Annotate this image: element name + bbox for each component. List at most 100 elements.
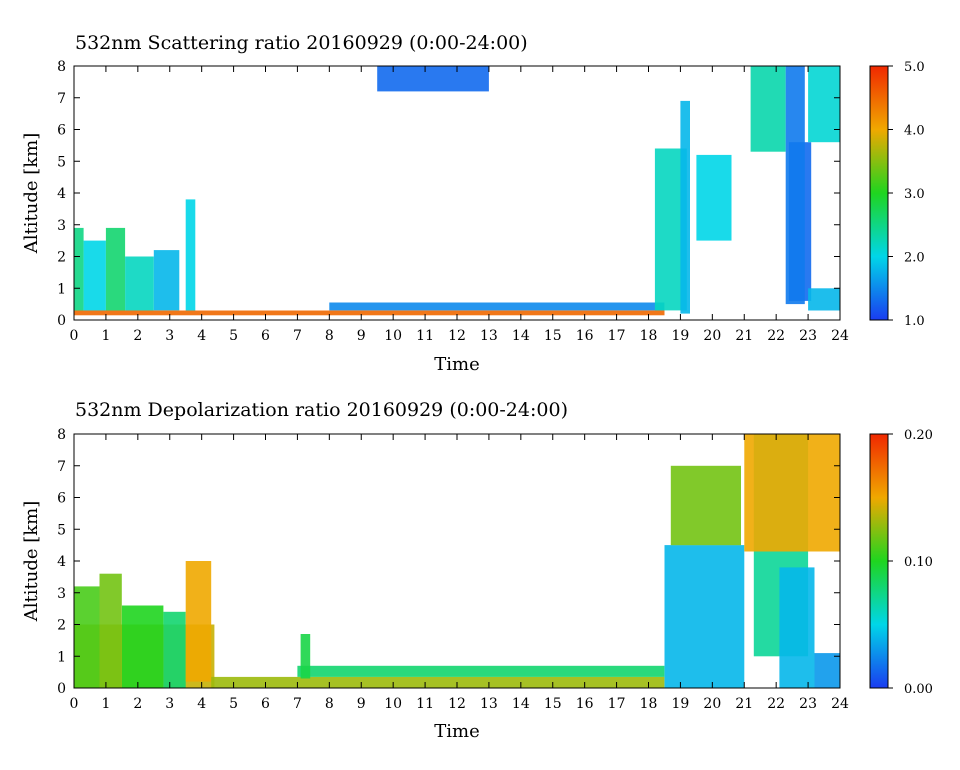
depolarization-ratio-cell-4 [163, 611, 186, 688]
scattering-ratio-x-tick-label: 22 [767, 328, 785, 344]
depolarization-ratio-y-tick-label: 6 [57, 491, 66, 507]
scattering-ratio-x-tick-label: 20 [703, 328, 721, 344]
scattering-ratio-cell-7 [329, 302, 665, 311]
scattering-ratio-y-tick-label: 1 [57, 281, 66, 297]
scattering-ratio-cell-2 [105, 227, 126, 311]
depolarization-ratio-cell-7 [297, 665, 665, 677]
scattering-ratio-cell-0 [74, 227, 84, 311]
scattering-ratio-colorbar-tick-label: 3.0 [904, 187, 925, 202]
depolarization-ratio-x-tick-label: 6 [261, 696, 270, 712]
depolarization-ratio-cell-9 [664, 545, 745, 688]
scattering-ratio-x-tick-label: 10 [384, 328, 402, 344]
depolarization-ratio-y-tick-label: 3 [57, 586, 66, 602]
depolarization-ratio-x-tick-label: 23 [799, 696, 817, 712]
scattering-ratio-cells [74, 66, 840, 316]
depolarization-ratio-x-tick-label: 12 [448, 696, 466, 712]
depolarization-ratio-x-tick-label: 1 [101, 696, 110, 712]
depolarization-ratio-cell-12 [744, 434, 841, 552]
depolarization-ratio-x-tick-label: 21 [735, 696, 753, 712]
scattering-ratio-x-tick-label: 7 [293, 328, 302, 344]
depolarization-ratio-x-tick-label: 11 [416, 696, 434, 712]
scattering-ratio-colorbar-tick-label: 2.0 [904, 251, 925, 266]
scattering-ratio-x-tick-label: 18 [640, 328, 658, 344]
scattering-ratio-colorbar-ticks: 1.0 2.0 3.0 4.0 5.0 [888, 60, 925, 329]
scattering-ratio-y-tick-label: 0 [57, 313, 66, 329]
scattering-ratio-x-tick-label: 16 [576, 328, 594, 344]
scattering-ratio-panel: 532nm Scattering ratio 20160929 (0:00-24… [21, 32, 925, 375]
depolarization-ratio-x-tick-label: 20 [703, 696, 721, 712]
scattering-ratio-colorbar [869, 65, 889, 321]
scattering-ratio-x-tick-label: 14 [512, 328, 530, 344]
scattering-ratio-y-tick-label: 5 [57, 154, 66, 170]
scattering-ratio-x-tick-label: 1 [101, 328, 110, 344]
depolarization-ratio-x-label: Time [434, 721, 479, 742]
depolarization-ratio-cell-1 [74, 586, 100, 688]
depolarization-ratio-y-tick-label: 8 [57, 427, 66, 443]
scattering-ratio-x-tick-label: 17 [608, 328, 626, 344]
depolarization-ratio-colorbar-ticks: 0.00 0.10 0.20 [888, 428, 933, 697]
depolarization-ratio-y-tick-label: 2 [57, 618, 66, 634]
depolarization-ratio-cell-14 [814, 653, 840, 688]
scattering-ratio-y-tick-label: 2 [57, 250, 66, 266]
scattering-ratio-x-tick-label: 23 [799, 328, 817, 344]
depolarization-ratio-x-tick-label: 8 [325, 696, 334, 712]
depolarization-ratio-cell-10 [670, 465, 741, 546]
depolarization-ratio-y-ticks: 0 1 2 3 4 5 6 7 8 [57, 427, 840, 697]
depolarization-ratio-colorbar-tick-label: 0.00 [904, 682, 933, 697]
scattering-ratio-x-tick-label: 4 [197, 328, 206, 344]
scattering-ratio-y-ticks: 0 1 2 3 4 5 6 7 8 [57, 59, 840, 329]
depolarization-ratio-y-tick-label: 7 [57, 459, 66, 475]
depolarization-ratio-cell-2 [99, 573, 122, 688]
depolarization-ratio-cell-6 [211, 676, 665, 688]
depolarization-ratio-panel: 532nm Depolarization ratio 20160929 (0:0… [21, 399, 933, 742]
scattering-ratio-x-tick-label: 11 [416, 328, 434, 344]
scattering-ratio-cell-10 [680, 100, 690, 314]
scattering-ratio-x-tick-label: 2 [133, 328, 142, 344]
scattering-ratio-cell-14 [808, 66, 840, 143]
depolarization-ratio-x-tick-label: 13 [480, 696, 498, 712]
depolarization-ratio-cell-8 [300, 634, 311, 679]
scattering-ratio-x-ticks: 0 1 2 3 4 5 6 7 8 9 10 11 12 13 14 15 16 17 18 19 20 21 22 23 24 [70, 66, 849, 344]
scattering-ratio-cell-16 [377, 66, 489, 92]
scattering-ratio-y-tick-label: 3 [57, 218, 66, 234]
scattering-ratio-colorbar-tick-label: 1.0 [904, 314, 925, 329]
depolarization-ratio-cell-5 [185, 561, 212, 682]
scattering-ratio-cell-4 [153, 250, 180, 311]
scattering-ratio-cell-15 [808, 288, 840, 311]
scattering-ratio-y-tick-label: 8 [57, 59, 66, 75]
scattering-ratio-x-tick-label: 15 [544, 328, 562, 344]
scattering-ratio-colorbar-tick-label: 4.0 [904, 124, 925, 139]
depolarization-ratio-x-tick-label: 15 [544, 696, 562, 712]
scattering-ratio-x-tick-label: 19 [672, 328, 690, 344]
depolarization-ratio-x-tick-label: 17 [608, 696, 626, 712]
depolarization-ratio-x-tick-label: 19 [672, 696, 690, 712]
scattering-ratio-x-tick-label: 3 [165, 328, 174, 344]
depolarization-ratio-x-tick-label: 0 [70, 696, 79, 712]
scattering-ratio-x-tick-label: 21 [735, 328, 753, 344]
scattering-ratio-cell-5 [185, 199, 196, 311]
depolarization-ratio-y-tick-label: 4 [57, 554, 66, 570]
scattering-ratio-y-tick-label: 7 [57, 91, 66, 107]
scattering-ratio-cell-13 [785, 66, 805, 305]
scattering-ratio-x-label: Time [434, 354, 479, 375]
scattering-ratio-x-tick-label: 8 [325, 328, 334, 344]
scattering-ratio-y-label: Altitude [km] [21, 133, 42, 255]
depolarization-ratio-x-tick-label: 2 [133, 696, 142, 712]
depolarization-ratio-cell-13 [779, 567, 815, 688]
depolarization-ratio-colorbar-tick-label: 0.20 [904, 428, 933, 443]
depolarization-ratio-x-tick-label: 18 [640, 696, 658, 712]
depolarization-ratio-x-tick-label: 7 [293, 696, 302, 712]
scattering-ratio-x-tick-label: 5 [229, 328, 238, 344]
depolarization-ratio-x-tick-label: 10 [384, 696, 402, 712]
depolarization-ratio-colorbar [869, 433, 889, 689]
scattering-ratio-x-tick-label: 13 [480, 328, 498, 344]
scattering-ratio-x-tick-label: 24 [831, 328, 849, 344]
scattering-ratio-cell-6 [74, 310, 665, 316]
scattering-ratio-y-tick-label: 4 [57, 186, 66, 202]
scattering-ratio-cell-9 [696, 154, 732, 241]
depolarization-ratio-x-tick-label: 5 [229, 696, 238, 712]
scattering-ratio-x-tick-label: 9 [357, 328, 366, 344]
depolarization-ratio-title: 532nm Depolarization ratio 20160929 (0:0… [75, 399, 568, 421]
depolarization-ratio-y-tick-label: 0 [57, 681, 66, 697]
